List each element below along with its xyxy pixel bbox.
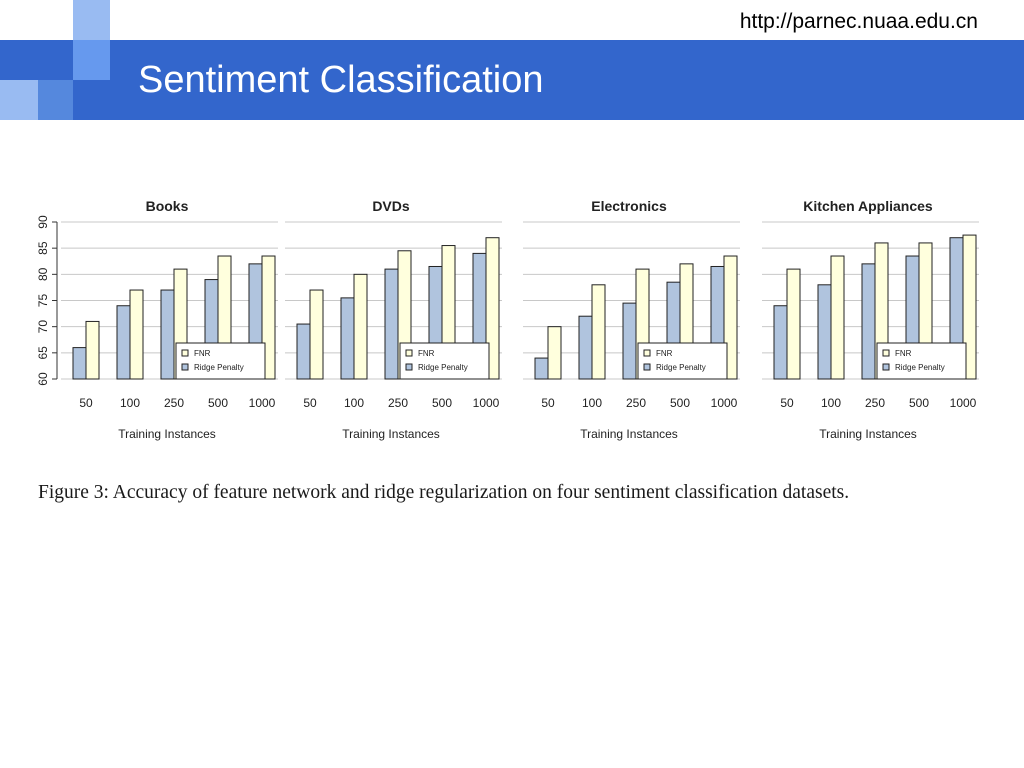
x-axis-title: Training Instances (580, 427, 678, 441)
x-tick-label: 50 (79, 396, 93, 410)
x-tick-label: 100 (582, 396, 602, 410)
y-tick-label: 80 (36, 267, 50, 281)
bar-fnr-100 (129, 289, 144, 380)
legend-swatch-ridge (643, 363, 651, 371)
x-axis-title: Training Instances (342, 427, 440, 441)
decor-square-3 (73, 40, 110, 80)
chart-panel-2: Electronics 50 100 250 500 1000 Training Insta… (523, 198, 740, 441)
x-tick-label: 1000 (711, 396, 738, 410)
x-tick-label: 250 (865, 396, 885, 410)
x-tick-label: 100 (821, 396, 841, 410)
x-tick-label: 500 (670, 396, 690, 410)
bar-ridge-100 (340, 297, 355, 380)
decor-square-1 (73, 0, 110, 40)
x-tick-label: 1000 (950, 396, 977, 410)
x-tick-label: 500 (909, 396, 929, 410)
legend-label-ridge: Ridge Penalty (656, 363, 706, 372)
chart-panel-1: DVDs 50 100 250 500 1000 Training Instances FNR… (285, 198, 502, 441)
bar-ridge-100 (116, 305, 131, 380)
bar-ridge-100 (578, 315, 593, 380)
figure-caption: Figure 3: Accuracy of feature network an… (38, 482, 850, 503)
chart-panel-3: Kitchen Appliances 50 100 250 500 1000 Trainin… (762, 198, 979, 441)
y-tick-label: 85 (36, 241, 50, 255)
x-tick-label: 50 (303, 396, 317, 410)
legend-swatch-fnr (882, 349, 890, 357)
y-tick-label: 65 (36, 346, 50, 360)
decor-square-4 (0, 80, 38, 120)
legend-label-ridge: Ridge Penalty (194, 363, 244, 372)
legend-label-fnr: FNR (895, 349, 912, 358)
bar-fnr-100 (353, 273, 368, 380)
panel-title: Electronics (591, 198, 667, 214)
bar-fnr-50 (547, 326, 562, 380)
x-tick-label: 100 (120, 396, 140, 410)
legend-box (175, 342, 266, 380)
legend-label-fnr: FNR (194, 349, 211, 358)
decor-square-5 (38, 80, 73, 120)
bar-ridge-250 (384, 268, 399, 380)
legend-box (637, 342, 728, 380)
x-axis-title: Training Instances (118, 427, 216, 441)
x-tick-label: 100 (344, 396, 364, 410)
bar-fnr-50 (309, 289, 324, 380)
legend-label-fnr: FNR (418, 349, 435, 358)
bar-fnr-50 (85, 320, 100, 380)
legend-swatch-ridge (405, 363, 413, 371)
bar-fnr-50 (786, 268, 801, 380)
legend-box (399, 342, 490, 380)
bar-ridge-50 (773, 305, 788, 380)
panel-title: Books (146, 198, 189, 214)
chart-panel-0: Books 60 65 70 75 80 85 90 50 100 250 500 1000 Traini… (36, 198, 278, 441)
bar-ridge-50 (534, 357, 549, 380)
legend-box (876, 342, 967, 380)
panel-title: DVDs (372, 198, 410, 214)
x-tick-label: 1000 (249, 396, 276, 410)
bar-ridge-50 (296, 323, 311, 380)
x-tick-label: 500 (208, 396, 228, 410)
site-url: http://parnec.nuaa.edu.cn (739, 10, 978, 33)
legend-swatch-fnr (405, 349, 413, 357)
figure-charts: Books 60 65 70 75 80 85 90 50 100 250 500 1000 Traini… (36, 198, 979, 441)
x-tick-label: 500 (432, 396, 452, 410)
y-tick-label: 90 (36, 215, 50, 229)
x-axis-title: Training Instances (819, 427, 917, 441)
legend-label-ridge: Ridge Penalty (895, 363, 945, 372)
bar-ridge-100 (817, 284, 832, 380)
legend-swatch-fnr (643, 349, 651, 357)
bar-fnr-100 (830, 255, 845, 380)
x-tick-label: 250 (388, 396, 408, 410)
panel-title: Kitchen Appliances (803, 198, 933, 214)
bar-ridge-250 (160, 289, 175, 380)
title-banner (0, 40, 1024, 120)
legend-label-fnr: FNR (656, 349, 673, 358)
legend-swatch-fnr (181, 349, 189, 357)
bar-fnr-100 (591, 284, 606, 380)
slide-title: Sentiment Classification (138, 59, 544, 101)
x-tick-label: 50 (780, 396, 794, 410)
y-tick-label: 75 (36, 294, 50, 308)
y-tick-label: 70 (36, 320, 50, 334)
bar-ridge-250 (622, 302, 637, 380)
x-tick-label: 250 (164, 396, 184, 410)
x-tick-label: 250 (626, 396, 646, 410)
x-tick-label: 50 (541, 396, 555, 410)
legend-label-ridge: Ridge Penalty (418, 363, 468, 372)
x-tick-label: 1000 (473, 396, 500, 410)
bar-ridge-50 (72, 347, 87, 380)
legend-swatch-ridge (181, 363, 189, 371)
y-tick-label: 60 (36, 372, 50, 386)
bar-ridge-250 (861, 263, 876, 380)
legend-swatch-ridge (882, 363, 890, 371)
